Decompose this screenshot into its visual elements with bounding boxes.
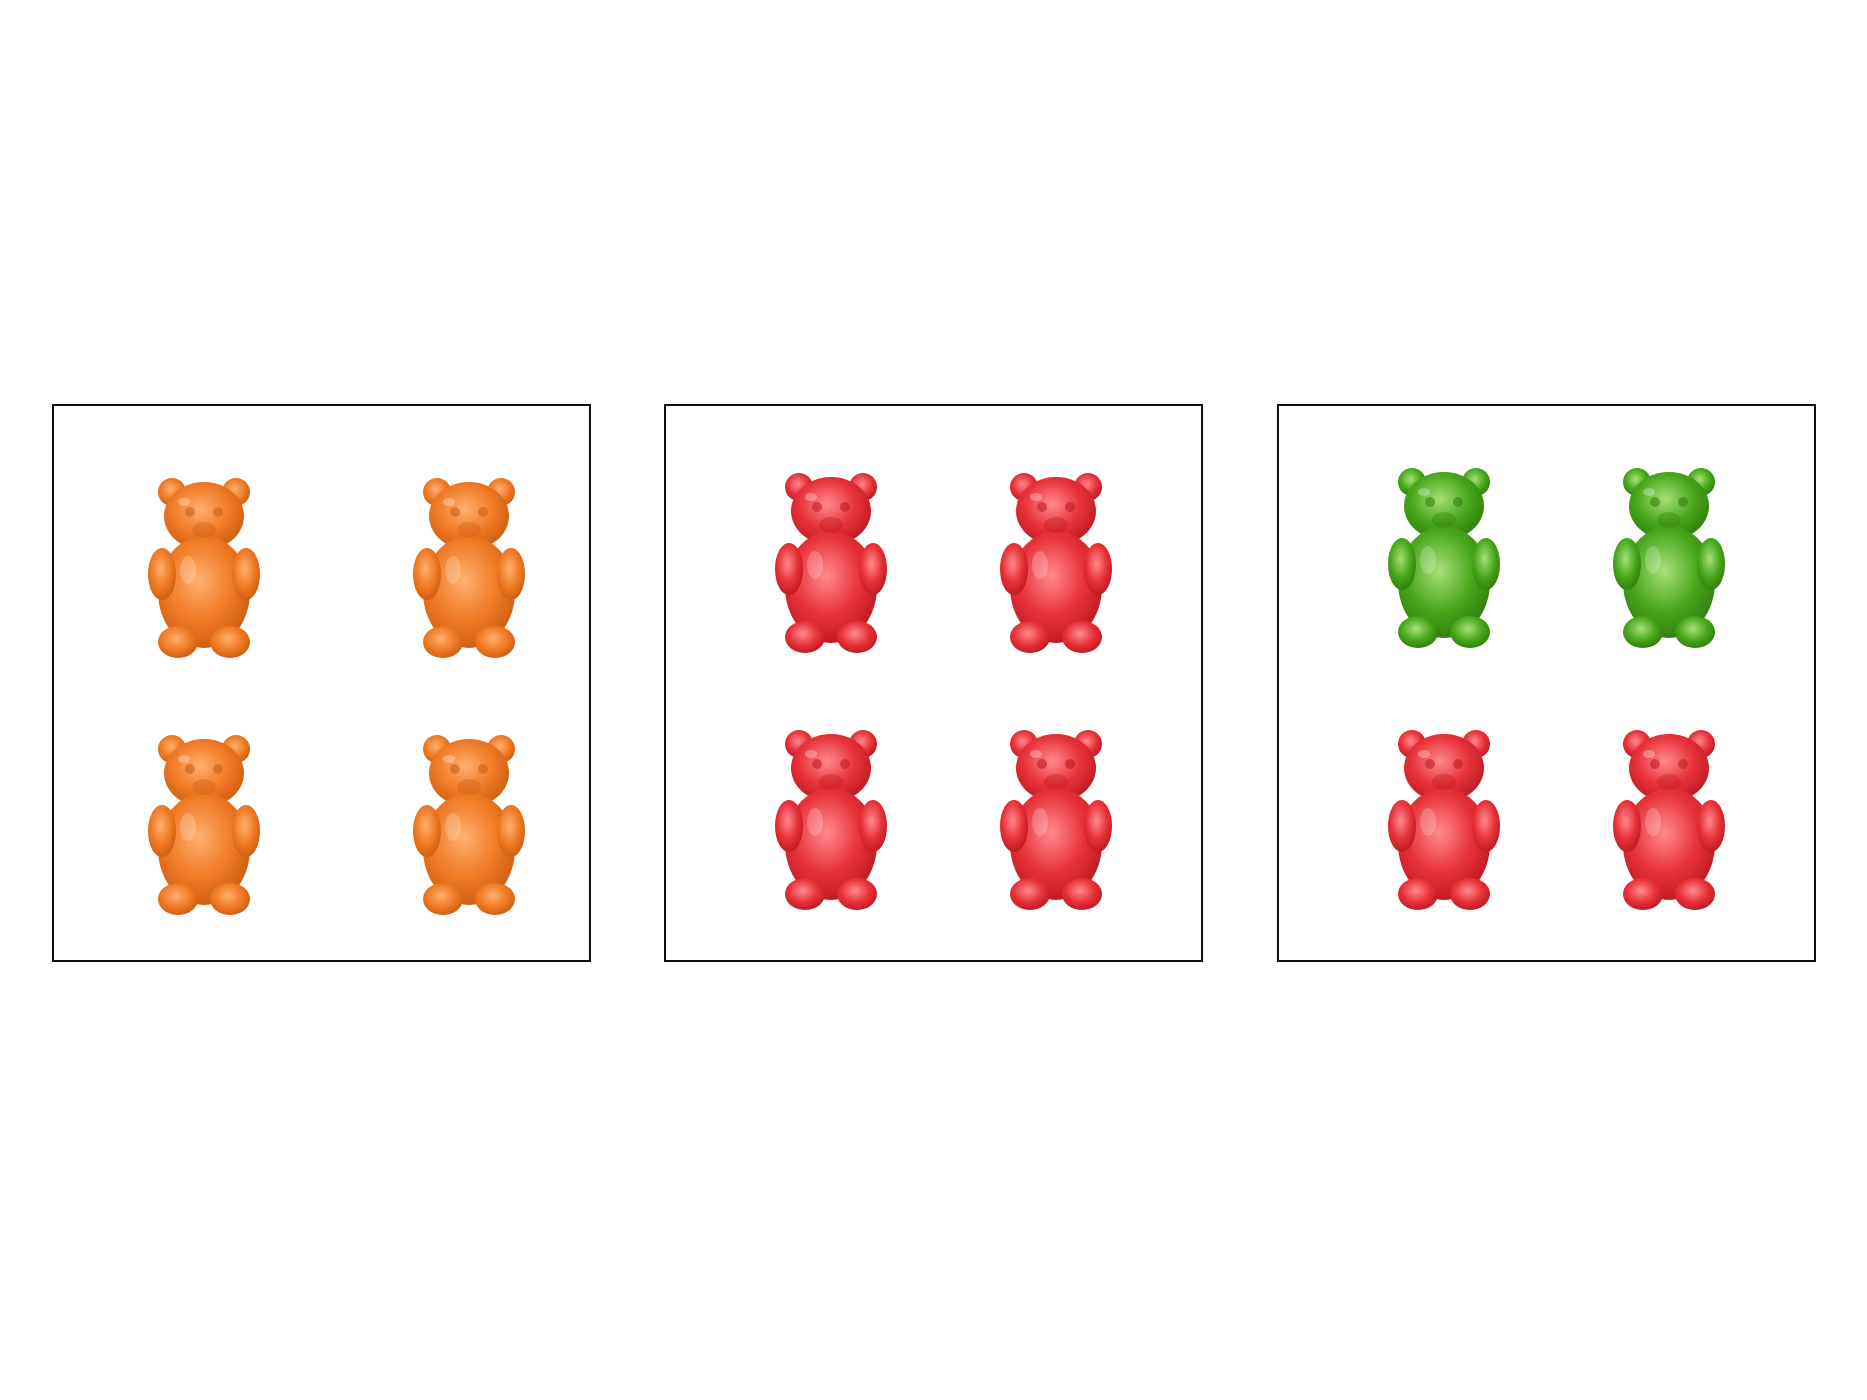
gummy-bear-icon: [409, 731, 529, 921]
gummy-bear-icon: [996, 469, 1116, 659]
panel-3: [1277, 404, 1816, 962]
panel-2: [664, 404, 1203, 962]
gummy-bear-icon: [1384, 464, 1504, 654]
gummy-bear-icon: [996, 726, 1116, 916]
gummy-bear-icon: [144, 474, 264, 664]
gummy-bear-icon: [771, 726, 891, 916]
gummy-bear-icon: [144, 731, 264, 921]
gummy-bear-icon: [1609, 464, 1729, 654]
gummy-bear-icon: [1384, 726, 1504, 916]
panel-1: [52, 404, 591, 962]
gummy-bear-icon: [1609, 726, 1729, 916]
gummy-bear-icon: [409, 474, 529, 664]
gummy-bear-icon: [771, 469, 891, 659]
